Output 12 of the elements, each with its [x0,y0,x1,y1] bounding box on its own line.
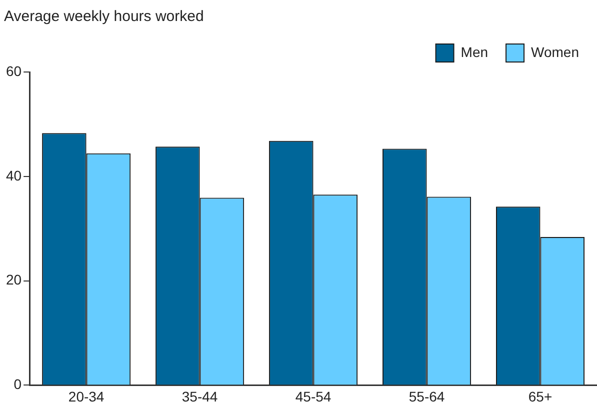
y-tick-label: 40 [6,167,22,184]
legend-label: Men [460,44,488,60]
x-tick-label: 55-64 [408,388,445,404]
x-tick-label: 45-54 [295,388,332,404]
y-tick-label: 20 [6,272,22,288]
chart-title: Average weekly hours worked [4,8,204,26]
y-tick-label: 0 [14,376,22,392]
x-tick-label: 35-44 [182,388,218,404]
legend-label: Women [531,44,580,60]
x-tick-label: 20-34 [68,388,104,404]
x-tick-label: 65+ [528,388,552,404]
y-tick-label: 60 [6,62,22,79]
